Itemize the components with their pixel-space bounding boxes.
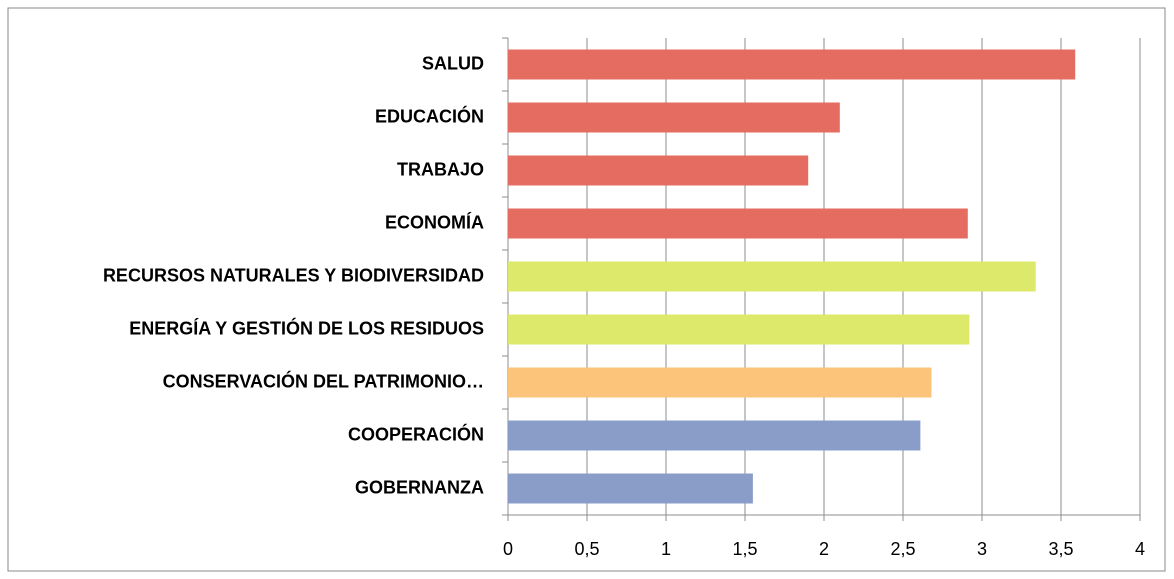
category-label: GOBERNANZA: [355, 477, 484, 497]
bar: [508, 261, 1036, 292]
bar: [508, 155, 809, 186]
category-label: ENERGÍA Y GESTIÓN DE LOS RESIDUOS: [129, 317, 484, 338]
x-tick-label: 1,5: [732, 539, 757, 559]
category-label: TRABAJO: [397, 159, 484, 179]
bar: [508, 420, 921, 451]
category-label: CONSERVACIÓN DEL PATRIMONIO…: [163, 370, 484, 391]
bar: [508, 102, 840, 133]
x-tick-label: 3,5: [1048, 539, 1073, 559]
category-label: COOPERACIÓN: [348, 423, 484, 444]
x-tick-label: 3: [977, 539, 987, 559]
bar: [508, 49, 1076, 80]
x-tick-label: 0,5: [574, 539, 599, 559]
category-label: RECURSOS NATURALES Y BIODIVERSIDAD: [103, 265, 484, 285]
category-label: ECONOMÍA: [385, 211, 484, 232]
bar: [508, 367, 932, 398]
bar: [508, 314, 970, 345]
x-tick-label: 4: [1135, 539, 1145, 559]
x-tick-label: 0: [503, 539, 513, 559]
x-tick-label: 2: [819, 539, 829, 559]
bar: [508, 208, 968, 239]
x-tick-label: 2,5: [890, 539, 915, 559]
x-tick-label: 1: [661, 539, 671, 559]
category-label: SALUD: [422, 53, 484, 73]
bar: [508, 473, 753, 504]
category-label: EDUCACIÓN: [375, 105, 484, 126]
